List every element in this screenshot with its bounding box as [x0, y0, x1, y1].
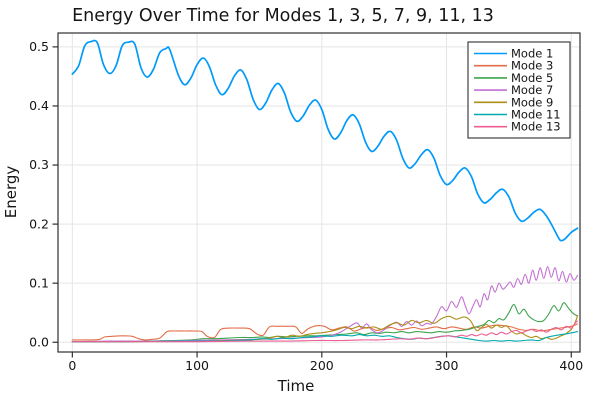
tick-labels: 0 100 200 300 400 0.0 0.1 0.2 0.3 0.4 0.5 — [29, 39, 583, 373]
legend-entry-label: Mode 7 — [511, 83, 553, 97]
x-axis-label: Time — [277, 377, 315, 395]
y-tick-label: 0.1 — [29, 275, 49, 290]
y-tick-label: 0.2 — [29, 216, 49, 231]
axis-ticks — [52, 46, 572, 358]
y-tick-label: 0.0 — [29, 334, 49, 349]
legend-entry-label: Mode 3 — [511, 59, 553, 73]
y-tick-label: 0.3 — [29, 157, 49, 172]
series-line-mode-9 — [71, 315, 579, 343]
series-lines — [71, 39, 579, 343]
x-tick-label: 300 — [435, 358, 459, 373]
x-tick-label: 200 — [310, 358, 334, 373]
legend-entry-label: Mode 9 — [511, 95, 553, 109]
series-line-mode-1 — [71, 39, 579, 242]
legend-entry-label: Mode 13 — [511, 120, 561, 134]
series-line-mode-7 — [71, 266, 579, 343]
legend-entry-label: Mode 11 — [511, 108, 561, 122]
x-tick-label: 100 — [185, 358, 209, 373]
x-tick-label: 400 — [559, 358, 583, 373]
y-tick-label: 0.4 — [29, 98, 49, 113]
series-line-mode-5 — [71, 302, 579, 343]
legend-entry-label: Mode 5 — [511, 71, 553, 85]
y-tick-label: 0.5 — [29, 39, 49, 54]
y-axis-label: Energy — [2, 166, 20, 219]
legend-entry-label: Mode 1 — [511, 47, 553, 61]
x-tick-label: 0 — [68, 358, 76, 373]
series-line-mode-13 — [71, 320, 579, 343]
chart-title: Energy Over Time for Modes 1, 3, 5, 7, 9… — [72, 6, 494, 26]
plot-frame — [57, 32, 581, 353]
